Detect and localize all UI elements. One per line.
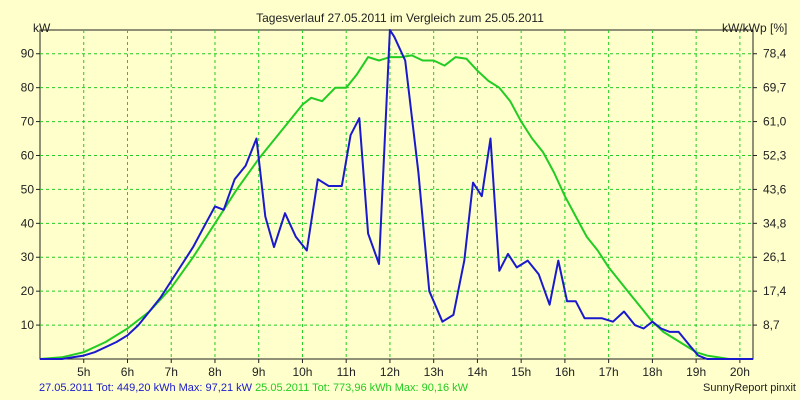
y-axis-left-label: kW: [33, 21, 51, 35]
x-tick-label: 9h: [252, 365, 265, 379]
x-tick-label: 15h: [511, 365, 531, 379]
y-tick-label-right: 17,4: [763, 284, 787, 298]
y-tick-label-right: 52,3: [763, 148, 787, 162]
y-tick-label-left: 40: [21, 216, 35, 230]
footer-series-1-summary: 27.05.2011 Tot: 449,20 kWh Max: 97,21 kW: [39, 382, 252, 394]
x-tick-label: 11h: [337, 365, 356, 379]
y-axis-right-label: kW/kWp [%]: [722, 21, 787, 35]
y-tick-label-left: 50: [21, 182, 35, 196]
x-tick-label: 19h: [686, 365, 706, 379]
y-tick-label-left: 20: [21, 284, 35, 298]
y-tick-label-right: 61,0: [763, 115, 787, 129]
x-tick-label: 18h: [642, 365, 662, 379]
x-tick-label: 17h: [599, 365, 619, 379]
y-tick-label-left: 70: [21, 115, 35, 129]
x-tick-label: 6h: [121, 365, 134, 379]
x-tick-label: 12h: [380, 365, 400, 379]
y-tick-label-right: 43,6: [763, 182, 787, 196]
x-tick-label: 13h: [424, 365, 444, 379]
footer-credit: SunnyReport pinxit: [703, 382, 796, 394]
series-line-1: [40, 29, 753, 360]
y-tick-label-right: 34,8: [763, 216, 787, 230]
x-tick-label: 7h: [165, 365, 178, 379]
axes: 5h 6h 7h 8h 9h 10h 11h 12h 13h 14h 15h 16h 17h 18h 19h…: [21, 47, 787, 379]
y-tick-label-left: 30: [21, 250, 35, 264]
footer-series-2-summary: 25.05.2011 Tot: 773,96 kWh Max: 90,16 kW: [255, 382, 469, 394]
x-tick-label: 10h: [292, 365, 312, 379]
y-tick-label-left: 60: [21, 148, 35, 162]
x-tick-label: 14h: [467, 365, 487, 379]
x-tick-label: 20h: [730, 365, 750, 379]
chart-title: Tagesverlauf 27.05.2011 im Vergleich zum…: [256, 11, 544, 25]
x-tick-label: 8h: [208, 365, 221, 379]
x-tick-label: 5h: [77, 365, 90, 379]
y-tick-label-left: 80: [21, 81, 35, 95]
y-tick-label-right: 8,7: [763, 318, 780, 332]
series-lines: [39, 29, 753, 360]
footer-summary: 27.05.2011 Tot: 449,20 kWh Max: 97,21 kW…: [39, 382, 468, 394]
y-tick-label-right: 69,7: [763, 81, 787, 95]
y-tick-label-right: 78,4: [763, 47, 787, 61]
y-tick-label-left: 10: [21, 318, 35, 332]
y-tick-label-left: 90: [21, 47, 35, 61]
y-tick-label-right: 26,1: [763, 250, 787, 264]
x-tick-label: 16h: [555, 365, 575, 379]
plot-area: [39, 29, 754, 360]
